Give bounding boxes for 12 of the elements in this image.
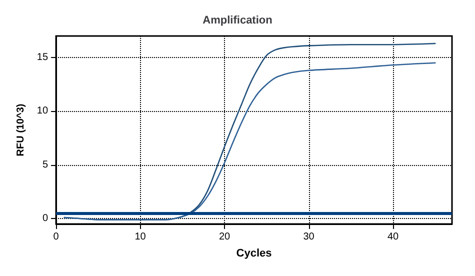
y-axis-title: RFU (10^3): [16, 104, 26, 156]
x-tick-label: 30: [303, 232, 315, 242]
chart-title: Amplification: [202, 14, 273, 26]
y-tick-label: 5: [42, 159, 48, 170]
x-tick-label: 40: [387, 232, 400, 242]
x-axis-title: Cycles: [236, 248, 272, 260]
x-tick-label: 20: [218, 232, 231, 242]
y-tick-label: 15: [36, 52, 48, 63]
x-tick-label: 10: [134, 232, 146, 242]
y-tick-label: 0: [42, 213, 48, 224]
x-tick-label: 0: [53, 232, 60, 242]
y-tick-label: 10: [36, 106, 48, 117]
